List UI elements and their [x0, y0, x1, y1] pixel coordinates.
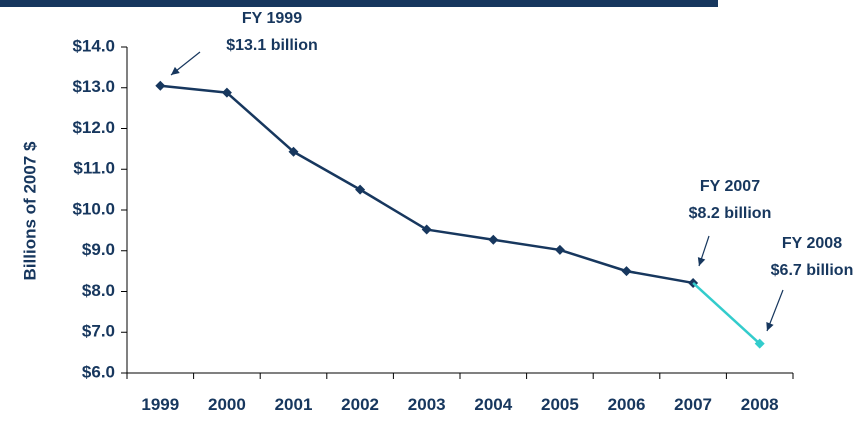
- annotation-arrowhead: [766, 322, 774, 331]
- x-tick-label: 1999: [141, 395, 179, 414]
- y-tick-label: $13.0: [72, 77, 115, 96]
- y-tick-label: $14.0: [72, 36, 115, 55]
- annotation-label-line2: $6.7 billion: [771, 262, 854, 279]
- y-tick-label: $11.0: [73, 159, 115, 178]
- x-tick-labels: 1999 2000 2001 2002 2003 2004 2005 2006 2007 2008: [141, 395, 778, 414]
- x-tick-label: 2004: [474, 395, 512, 414]
- annotation-arrowhead: [171, 66, 180, 75]
- data-point-marker: [421, 224, 432, 235]
- data-point-marker: [221, 87, 232, 98]
- data-point-marker: [155, 80, 166, 91]
- axes: [121, 46, 794, 379]
- header-bar: [0, 0, 718, 7]
- series-group: [155, 80, 765, 349]
- annotation-label-line1: FY 2007: [700, 178, 760, 195]
- y-tick-label: $10.0: [72, 199, 115, 218]
- data-point-marker: [355, 184, 366, 195]
- y-tick-label: $12.0: [72, 118, 115, 137]
- y-tick-labels: $6.0 $7.0 $8.0 $9.0 $10.0 $11.0 $12.0 $13.0 $14.…: [72, 36, 115, 381]
- x-tick-label: 2001: [275, 395, 313, 414]
- series-line-1: [160, 84, 694, 285]
- y-axis-title: Billions of 2007 $: [20, 141, 39, 280]
- x-tick-label: 2006: [608, 395, 646, 414]
- x-tick-label: 2008: [741, 395, 779, 414]
- annotation-label-line2: $8.2 billion: [689, 205, 772, 222]
- series-line-2: [692, 282, 761, 345]
- data-point-marker: [754, 338, 765, 349]
- x-tick-label: 2005: [541, 395, 579, 414]
- data-point-marker: [488, 234, 499, 245]
- annotation-label-line1: FY 2008: [782, 235, 842, 252]
- x-tick-label: 2000: [208, 395, 246, 414]
- annotation-arrowhead: [697, 257, 706, 266]
- x-tick-label: 2002: [341, 395, 379, 414]
- y-tick-label: $6.0: [82, 362, 115, 381]
- data-point-marker: [621, 266, 632, 277]
- x-tick-label: 2003: [408, 395, 446, 414]
- y-tick-label: $9.0: [82, 240, 115, 259]
- data-point-marker: [554, 244, 565, 255]
- x-tick-label: 2007: [674, 395, 712, 414]
- y-tick-label: $8.0: [82, 281, 115, 300]
- annotations: FY 1999 $13.1 billion FY 2007 $8.2 billion F…: [170, 10, 854, 332]
- y-tick-label: $7.0: [82, 322, 115, 341]
- annotation-label-line1: FY 1999: [242, 10, 302, 27]
- data-point-marker: [288, 146, 299, 157]
- annotation-label-line2: $13.1 billion: [226, 37, 318, 54]
